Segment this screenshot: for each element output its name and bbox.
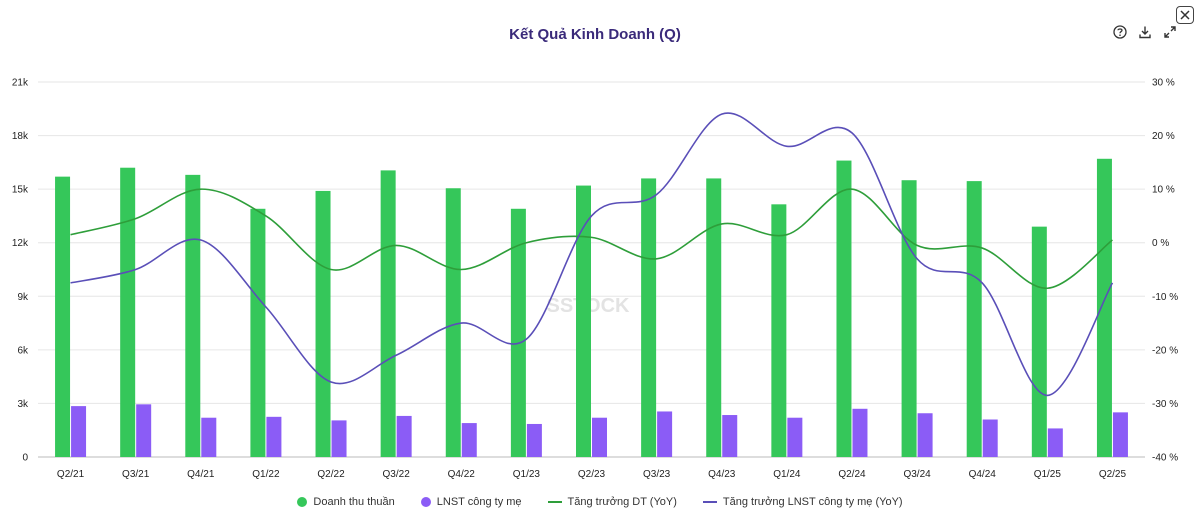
x-tick-label: Q4/24 <box>969 469 997 480</box>
y-left-tick-label: 6k <box>17 345 29 356</box>
y-left-tick-label: 21k <box>12 78 29 89</box>
close-button[interactable] <box>1176 6 1194 24</box>
x-tick-label: Q1/25 <box>1034 469 1062 480</box>
legend-swatch <box>297 497 308 507</box>
x-tick-label: Q2/23 <box>578 469 606 480</box>
bar-profit <box>71 406 87 457</box>
bar-revenue <box>380 170 396 457</box>
x-tick-label: Q1/23 <box>513 469 541 480</box>
bar-profit <box>266 416 282 457</box>
y-right-tick-label: -30 % <box>1152 399 1178 410</box>
bar-revenue <box>120 167 136 457</box>
bar-revenue <box>706 178 722 457</box>
bar-revenue <box>1031 226 1047 457</box>
bar-revenue <box>250 208 266 457</box>
y-right-tick-label: 20 % <box>1152 131 1175 142</box>
bar-revenue <box>836 160 852 458</box>
legend-swatch <box>702 501 717 503</box>
legend-item-profit[interactable]: LNST công ty mẹ <box>420 496 522 508</box>
legend-label: LNST công ty mẹ <box>436 496 522 508</box>
close-icon <box>1180 10 1190 20</box>
legend-item-profit-growth[interactable]: Tăng trưởng LNST công ty mẹ (YoY) <box>702 496 903 508</box>
x-tick-label: Q2/21 <box>57 469 85 480</box>
y-left-tick-label: 12k <box>12 238 29 249</box>
bar-revenue <box>641 178 657 457</box>
download-icon <box>1139 26 1151 39</box>
bar-profit <box>982 419 998 457</box>
bar-revenue <box>185 174 201 457</box>
line-series <box>70 112 1114 397</box>
bar-profit <box>592 417 607 457</box>
y-right-tick-label: 0 % <box>1152 238 1169 249</box>
x-tick-label: Q3/24 <box>903 469 931 480</box>
bar-revenue <box>576 185 591 458</box>
bar-profit <box>722 415 738 457</box>
download-button[interactable] <box>1137 24 1153 40</box>
grid-lines <box>38 81 1145 458</box>
line-revenue-growth <box>70 188 1113 290</box>
bar-revenue <box>771 204 787 457</box>
bar-profit <box>917 413 933 457</box>
bar-profit <box>852 408 868 457</box>
bar-profit <box>526 423 542 457</box>
bar-profit <box>331 420 347 457</box>
x-tick-label: Q1/22 <box>252 469 280 480</box>
y-left-tick-label: 0 <box>22 453 28 464</box>
chart-title: Kết Quả Kinh Doanh (Q) <box>509 26 681 43</box>
bar-profit <box>657 411 673 457</box>
bar-profit <box>136 404 152 457</box>
expand-icon <box>1164 26 1176 38</box>
bar-profit <box>396 415 412 457</box>
axes: 0 -40 % 3k -30 % 6k -20 % 9k -10 % 12k 0 % 15k 10 %… <box>12 78 1178 481</box>
legend-swatch <box>547 501 562 503</box>
y-right-tick-label: 10 % <box>1152 185 1175 196</box>
x-tick-label: Q2/24 <box>838 469 866 480</box>
y-right-tick-label: -40 % <box>1152 453 1178 464</box>
bar-profit <box>787 417 803 457</box>
bar-revenue <box>510 208 526 457</box>
help-button[interactable] <box>1112 24 1128 40</box>
help-circle-icon <box>1113 25 1127 39</box>
bar-series <box>55 158 1128 458</box>
y-left-tick-label: 9k <box>17 292 29 303</box>
y-right-tick-label: 30 % <box>1152 78 1175 89</box>
bar-revenue <box>901 180 917 457</box>
chart-legend: Doanh thu thuần LNST công ty mẹ Tăng trư… <box>0 496 1200 508</box>
y-right-tick-label: -20 % <box>1152 345 1178 356</box>
line-profit-growth <box>70 112 1114 397</box>
x-tick-label: Q2/22 <box>317 469 345 480</box>
y-left-tick-label: 3k <box>17 399 29 410</box>
bar-revenue <box>1096 158 1112 458</box>
x-tick-label: Q4/23 <box>708 469 736 480</box>
x-tick-label: Q4/21 <box>187 469 215 480</box>
x-tick-label: Q3/22 <box>383 469 411 480</box>
y-left-tick-label: 18k <box>12 131 29 142</box>
legend-item-revenue[interactable]: Doanh thu thuần <box>297 496 395 508</box>
legend-swatch <box>420 497 431 507</box>
legend-label: Tăng trưởng LNST công ty mẹ (YoY) <box>722 496 903 508</box>
bar-profit <box>1047 428 1063 457</box>
expand-button[interactable] <box>1162 24 1178 40</box>
bar-revenue <box>966 181 982 457</box>
legend-label: Doanh thu thuần <box>313 496 395 508</box>
bar-revenue <box>315 190 331 457</box>
bar-revenue <box>55 176 71 457</box>
chart-toolbar <box>1112 24 1178 40</box>
x-tick-label: Q3/23 <box>643 469 671 480</box>
x-tick-label: Q1/24 <box>773 469 801 480</box>
x-tick-label: Q3/21 <box>122 469 150 480</box>
y-right-tick-label: -10 % <box>1152 292 1178 303</box>
bar-revenue <box>445 188 461 457</box>
y-left-tick-label: 15k <box>12 185 29 196</box>
legend-label: Tăng trưởng DT (YoY) <box>567 496 677 508</box>
bar-profit <box>201 417 217 457</box>
x-tick-label: Q4/22 <box>448 469 476 480</box>
bar-profit <box>1112 412 1128 457</box>
bar-profit <box>461 423 477 457</box>
legend-item-revenue-growth[interactable]: Tăng trưởng DT (YoY) <box>547 496 677 508</box>
x-tick-label: Q2/25 <box>1099 469 1127 480</box>
